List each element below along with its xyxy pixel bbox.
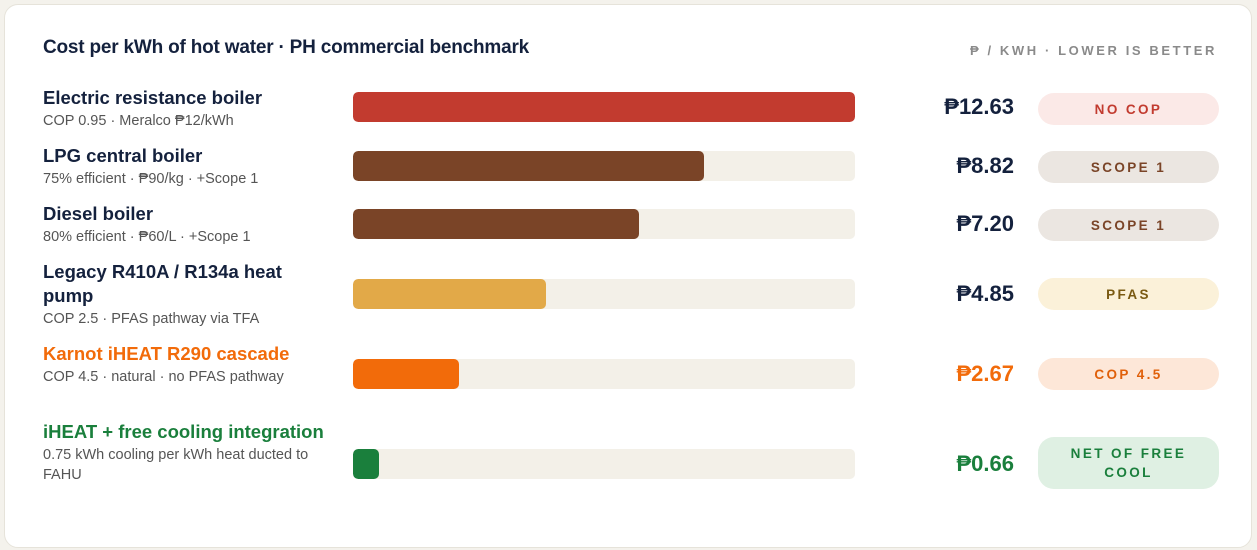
bar — [353, 151, 704, 181]
value-label: ₱4.85 — [956, 281, 1015, 306]
bar-track — [353, 151, 855, 181]
row-label: LPG central boiler 75% efficient · ₱90/kg… — [43, 144, 333, 189]
value-label: ₱0.66 — [956, 451, 1015, 476]
category-sublabel: 80% efficient · ₱60/L · +Scope 1 — [43, 229, 251, 245]
category-sublabel: COP 2.5 · PFAS pathway via TFA — [43, 311, 260, 327]
row-label: Legacy R410A / R134a heat pump COP 2.5 · … — [43, 260, 333, 329]
row-label: Electric resistance boiler COP 0.95 · Mer… — [43, 86, 333, 131]
status-badge: PFAS — [1038, 278, 1219, 310]
bar-track — [353, 449, 855, 479]
row-label: iHEAT + free cooling integration 0.75 kWh… — [43, 420, 333, 485]
bar-track — [353, 209, 855, 239]
bar-track — [353, 92, 855, 122]
bar — [353, 449, 379, 479]
row-label: Karnot iHEAT R290 cascade COP 4.5 · natur… — [43, 342, 333, 387]
unit-note: ₱ / KWH · LOWER IS BETTER — [970, 43, 1217, 58]
bar — [353, 359, 459, 389]
value-label: ₱8.82 — [956, 153, 1015, 178]
value-label: ₱2.67 — [956, 361, 1015, 386]
bar — [353, 279, 546, 309]
status-badge: SCOPE 1 — [1038, 209, 1219, 241]
status-badge: SCOPE 1 — [1038, 151, 1219, 183]
category-label: iHEAT + free cooling integration — [43, 421, 324, 442]
bar-track — [353, 279, 855, 309]
chart-title: Cost per kWh of hot water · PH commercia… — [43, 37, 530, 58]
category-sublabel: 0.75 kWh cooling per kWh heat ducted to … — [43, 447, 309, 483]
status-badge: NET OF FREE COOL — [1038, 437, 1219, 489]
row-label: Diesel boiler 80% efficient · ₱60/L · +Sc… — [43, 202, 333, 247]
bar — [353, 92, 855, 122]
status-badge: COP 4.5 — [1038, 358, 1219, 390]
category-label: Electric resistance boiler — [43, 87, 263, 108]
category-label: Karnot iHEAT R290 cascade — [43, 343, 290, 364]
bar — [353, 209, 639, 239]
value-label: ₱7.20 — [956, 211, 1015, 236]
category-sublabel: 75% efficient · ₱90/kg · +Scope 1 — [43, 171, 259, 187]
status-badge: NO COP — [1038, 93, 1219, 125]
category-sublabel: COP 0.95 · Meralco ₱12/kWh — [43, 113, 234, 129]
category-label: Diesel boiler — [43, 203, 154, 224]
value-label: ₱12.63 — [944, 94, 1014, 119]
bar-track — [353, 359, 855, 389]
category-label: LPG central boiler — [43, 145, 203, 166]
category-sublabel: COP 4.5 · natural · no PFAS pathway — [43, 369, 284, 385]
category-label: Legacy R410A / R134a heat pump — [43, 261, 282, 306]
